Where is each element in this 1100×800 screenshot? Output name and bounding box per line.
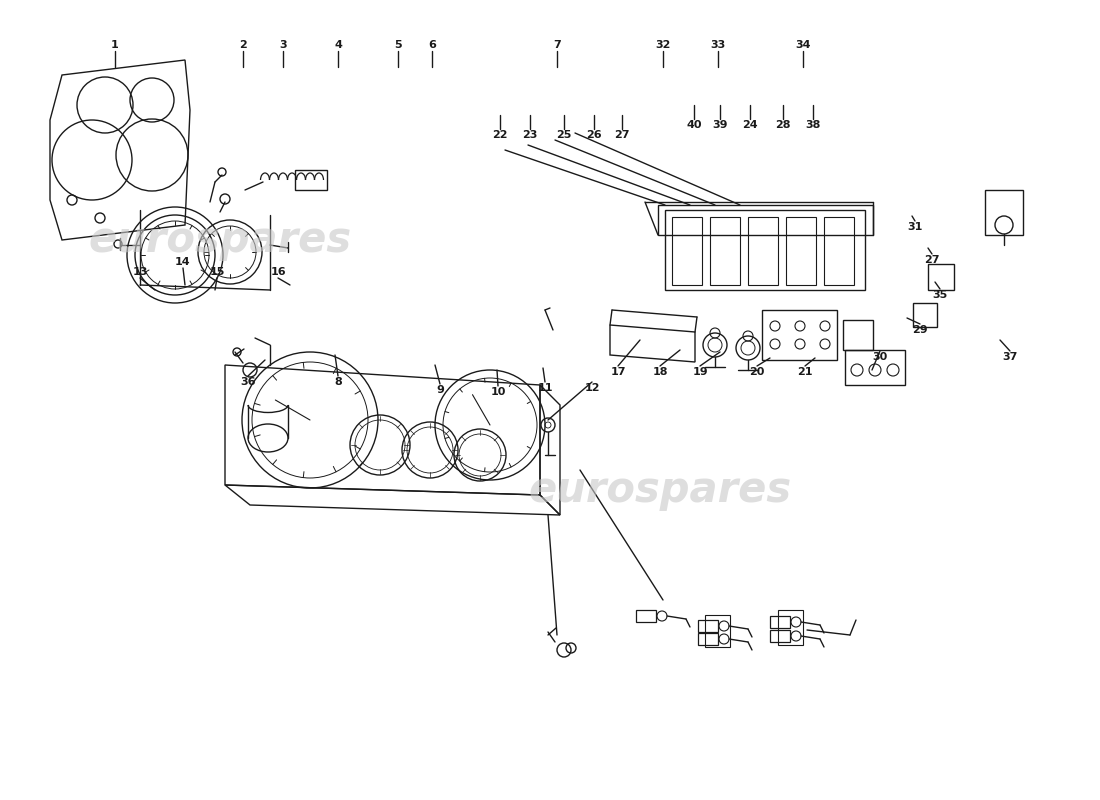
Bar [705, 615, 730, 647]
Text: 11: 11 [537, 383, 552, 393]
Text: 26: 26 [586, 130, 602, 140]
Text: 21: 21 [798, 367, 813, 377]
Bar [786, 217, 816, 285]
Bar [843, 320, 873, 350]
Text: 19: 19 [692, 367, 707, 377]
Bar [928, 264, 954, 290]
Bar [698, 620, 718, 632]
Text: 3: 3 [279, 40, 287, 50]
Text: 20: 20 [749, 367, 764, 377]
Text: 35: 35 [933, 290, 947, 300]
Text: 33: 33 [711, 40, 726, 50]
Bar [778, 610, 803, 645]
Text: 27: 27 [924, 255, 939, 265]
Text: 22: 22 [493, 130, 508, 140]
Text: 38: 38 [805, 120, 821, 130]
Bar [295, 170, 327, 190]
Bar [824, 217, 854, 285]
Bar [770, 616, 790, 628]
Text: 32: 32 [656, 40, 671, 50]
Text: 28: 28 [776, 120, 791, 130]
Text: 40: 40 [686, 120, 702, 130]
Bar [984, 190, 1023, 235]
Bar [762, 310, 837, 360]
Bar [636, 610, 656, 622]
Text: eurospares: eurospares [528, 469, 792, 511]
Text: 27: 27 [614, 130, 629, 140]
Text: 18: 18 [652, 367, 668, 377]
Text: 17: 17 [610, 367, 626, 377]
Text: eurospares: eurospares [88, 219, 352, 261]
Text: 13: 13 [132, 267, 147, 277]
Text: 29: 29 [912, 325, 927, 335]
Text: 4: 4 [334, 40, 342, 50]
Bar [770, 630, 790, 642]
Text: 2: 2 [239, 40, 246, 50]
Text: 25: 25 [557, 130, 572, 140]
Text: 5: 5 [394, 40, 402, 50]
Bar [658, 205, 873, 235]
Bar [913, 303, 937, 327]
Bar [698, 633, 718, 645]
Text: 6: 6 [428, 40, 436, 50]
Bar [672, 217, 702, 285]
Text: 15: 15 [209, 267, 224, 277]
Text: 1: 1 [111, 40, 119, 50]
Text: 23: 23 [522, 130, 538, 140]
Bar [748, 217, 778, 285]
Text: 31: 31 [908, 222, 923, 232]
Text: 16: 16 [271, 267, 286, 277]
Text: 37: 37 [1002, 352, 1018, 362]
Bar [710, 217, 740, 285]
Text: 9: 9 [436, 385, 444, 395]
Text: 14: 14 [175, 257, 190, 267]
Text: 8: 8 [334, 377, 342, 387]
Text: 12: 12 [584, 383, 600, 393]
Bar [666, 210, 865, 290]
Text: 34: 34 [795, 40, 811, 50]
Text: 10: 10 [491, 387, 506, 397]
Text: 7: 7 [553, 40, 561, 50]
Text: 39: 39 [713, 120, 728, 130]
Bar [845, 350, 905, 385]
Text: 24: 24 [742, 120, 758, 130]
Text: 30: 30 [872, 352, 888, 362]
Text: 36: 36 [240, 377, 255, 387]
